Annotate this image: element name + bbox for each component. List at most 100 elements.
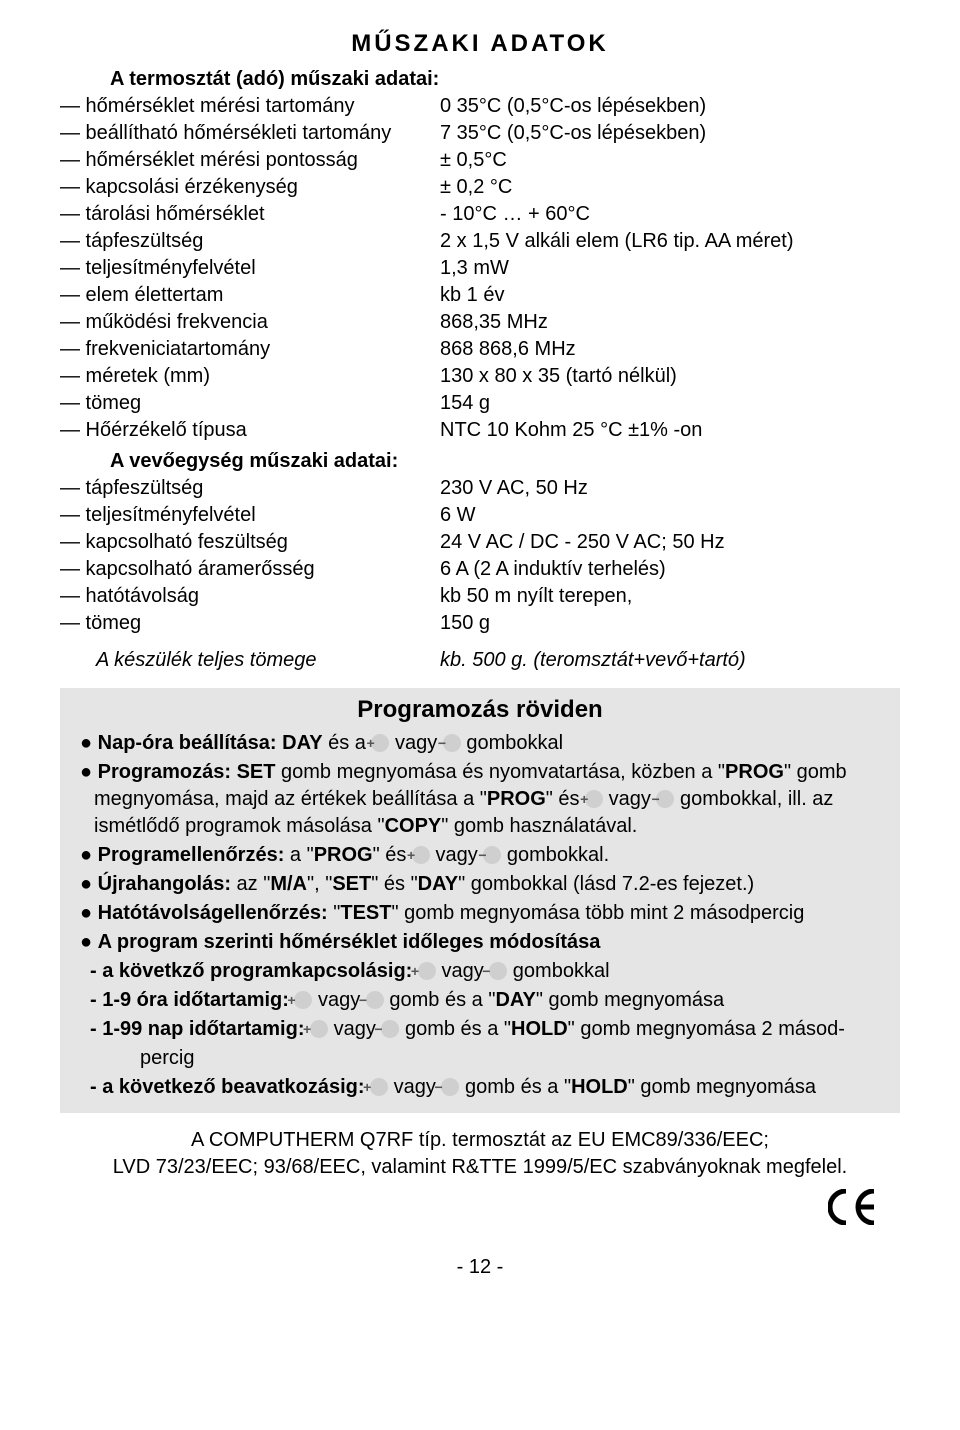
txt: és a bbox=[323, 732, 372, 754]
thermo-spec-list: — hőmérséklet mérési tartomány0 35°C (0,… bbox=[60, 93, 900, 444]
txt: gomb és a " bbox=[399, 1018, 511, 1040]
txt: vagy bbox=[388, 1076, 441, 1098]
spec-value: - 10°C … + 60°C bbox=[440, 201, 900, 228]
spec-value: kb 50 m nyílt terepen, bbox=[440, 583, 900, 610]
spec-label: — működési frekvencia bbox=[60, 309, 440, 336]
txt: " és " bbox=[371, 873, 417, 895]
total-label: A készülék teljes tömege bbox=[96, 647, 440, 674]
spec-label: — hatótávolság bbox=[60, 583, 440, 610]
spec-value: 0 35°C (0,5°C-os lépésekben) bbox=[440, 93, 900, 120]
txt: " gombokkal (lásd 7.2-es fejezet.) bbox=[458, 873, 754, 895]
spec-label: — tápfeszültség bbox=[60, 475, 440, 502]
minus-icon: − bbox=[441, 1078, 459, 1096]
txt: HOLD bbox=[571, 1076, 628, 1098]
line-sub4: - a következő beavatkozásig: + vagy − go… bbox=[70, 1074, 890, 1101]
spec-value: 24 V AC / DC - 250 V AC; 50 Hz bbox=[440, 529, 900, 556]
ce-mark bbox=[60, 1189, 900, 1234]
spec-row: — méretek (mm)130 x 80 x 35 (tartó nélkü… bbox=[60, 363, 900, 390]
txt: - 1-9 óra időtartamig: bbox=[90, 989, 294, 1011]
spec-row: — tápfeszültség230 V AC, 50 Hz bbox=[60, 475, 900, 502]
spec-label: — hőmérséklet mérési tartomány bbox=[60, 93, 440, 120]
line-napOra: ● Nap-óra beállítása: DAY és a + vagy − … bbox=[70, 730, 890, 757]
spec-row: — működési frekvencia868,35 MHz bbox=[60, 309, 900, 336]
txt: vagy bbox=[603, 788, 656, 810]
spec-value: 154 g bbox=[440, 390, 900, 417]
txt: gombokkal. bbox=[501, 844, 609, 866]
spec-label: — hőmérséklet mérési pontosság bbox=[60, 147, 440, 174]
spec-row: — hőmérséklet mérési tartomány0 35°C (0,… bbox=[60, 93, 900, 120]
minus-icon: − bbox=[366, 991, 384, 1009]
txt: vagy bbox=[312, 989, 365, 1011]
spec-row: — tömeg154 g bbox=[60, 390, 900, 417]
spec-row: — beállítható hőmérsékleti tartomány7 35… bbox=[60, 120, 900, 147]
txt: percig bbox=[140, 1047, 194, 1069]
receiver-heading: A vevőegység műszaki adatai: bbox=[110, 450, 900, 473]
spec-row: — teljesítményfelvétel6 W bbox=[60, 502, 900, 529]
line-hatotav: ● Hatótávolságellenőrzés: "TEST" gomb me… bbox=[70, 900, 890, 927]
line-ujrahangolas: ● Újrahangolás: az "M/A", "SET" és "DAY"… bbox=[70, 871, 890, 898]
plus-icon: + bbox=[370, 1078, 388, 1096]
spec-value: ± 0,2 °C bbox=[440, 174, 900, 201]
txt: " gomb megnyomása bbox=[628, 1076, 816, 1098]
spec-label: — frekveniciatartomány bbox=[60, 336, 440, 363]
spec-value: 868,35 MHz bbox=[440, 309, 900, 336]
txt: Nap-óra beállítása: DAY bbox=[98, 732, 323, 754]
spec-row: — kapcsolható áramerősség6 A (2 A indukt… bbox=[60, 556, 900, 583]
txt: - 1-99 nap időtartamig: bbox=[90, 1018, 310, 1040]
line-sub1: - a követkző programkapcsolásig: + vagy … bbox=[70, 958, 890, 985]
spec-label: — tömeg bbox=[60, 390, 440, 417]
txt: PROG bbox=[314, 844, 373, 866]
txt: " gomb megnyomása több mint 2 másodperci… bbox=[392, 902, 805, 924]
txt: ", " bbox=[307, 873, 332, 895]
spec-label: — tárolási hőmérséklet bbox=[60, 201, 440, 228]
spec-label: — teljesítményfelvétel bbox=[60, 255, 440, 282]
txt: M/A bbox=[270, 873, 307, 895]
txt: - a következő beavatkozásig: bbox=[90, 1076, 370, 1098]
spec-row: — tápfeszültség2 x 1,5 V alkáli elem (LR… bbox=[60, 228, 900, 255]
footer-line2: LVD 73/23/EEC; 93/68/EEC, valamint R&TTE… bbox=[113, 1156, 847, 1178]
spec-row: — hatótávolságkb 50 m nyílt terepen, bbox=[60, 583, 900, 610]
spec-row: — tárolási hőmérséklet- 10°C … + 60°C bbox=[60, 201, 900, 228]
txt: vagy bbox=[430, 844, 483, 866]
spec-value: NTC 10 Kohm 25 °C ±1% -on bbox=[440, 417, 900, 444]
spec-label: — kapcsolható áramerősség bbox=[60, 556, 440, 583]
txt: COPY bbox=[385, 815, 442, 837]
page-number: - 12 - bbox=[60, 1256, 900, 1279]
txt: TEST bbox=[340, 902, 391, 924]
spec-value: 7 35°C (0,5°C-os lépésekben) bbox=[440, 120, 900, 147]
spec-value: 6 W bbox=[440, 502, 900, 529]
spec-label: — elem élettertam bbox=[60, 282, 440, 309]
spec-row: — Hőérzékelő típusaNTC 10 Kohm 25 °C ±1%… bbox=[60, 417, 900, 444]
spec-value: 6 A (2 A induktív terhelés) bbox=[440, 556, 900, 583]
line-programozas: ● Programozás: SET gomb megnyomása és ny… bbox=[70, 759, 890, 840]
plus-icon: + bbox=[412, 846, 430, 864]
spec-row: — kapcsolási érzékenység± 0,2 °C bbox=[60, 174, 900, 201]
minus-icon: − bbox=[483, 846, 501, 864]
spec-row: — elem élettertamkb 1 év bbox=[60, 282, 900, 309]
line-sub3b: percig bbox=[70, 1045, 890, 1072]
programming-content: ● Nap-óra beállítása: DAY és a + vagy − … bbox=[70, 730, 890, 1101]
programming-title: Programozás röviden bbox=[70, 696, 890, 724]
plus-icon: + bbox=[585, 790, 603, 808]
txt: az " bbox=[231, 873, 270, 895]
spec-value: 868 868,6 MHz bbox=[440, 336, 900, 363]
line-sub3: - 1-99 nap időtartamig: + vagy − gomb és… bbox=[70, 1016, 890, 1043]
spec-value: 230 V AC, 50 Hz bbox=[440, 475, 900, 502]
total-value: kb. 500 g. (teromsztát+vevő+tartó) bbox=[440, 647, 900, 674]
txt: - a követkző programkapcsolásig: bbox=[90, 960, 418, 982]
spec-label: — beállítható hőmérsékleti tartomány bbox=[60, 120, 440, 147]
txt: gombokkal bbox=[507, 960, 609, 982]
footer-line1: A COMPUTHERM Q7RF típ. termosztát az EU … bbox=[191, 1129, 769, 1151]
txt: gombokkal bbox=[461, 732, 563, 754]
txt: gomb megnyomása és nyomvatartása, közben… bbox=[275, 761, 725, 783]
programming-box: Programozás röviden ● Nap-óra beállítása… bbox=[60, 688, 900, 1113]
txt: vagy bbox=[328, 1018, 381, 1040]
spec-row: — kapcsolható feszültség24 V AC / DC - 2… bbox=[60, 529, 900, 556]
spec-row: — teljesítményfelvétel1,3 mW bbox=[60, 255, 900, 282]
spec-value: ± 0,5°C bbox=[440, 147, 900, 174]
txt: Programellenőrzés: bbox=[98, 844, 285, 866]
txt: DAY bbox=[418, 873, 458, 895]
txt: gomb és a " bbox=[384, 989, 496, 1011]
spec-value: 2 x 1,5 V alkáli elem (LR6 tip. AA méret… bbox=[440, 228, 900, 255]
main-title: MŰSZAKI ADATOK bbox=[60, 30, 900, 58]
